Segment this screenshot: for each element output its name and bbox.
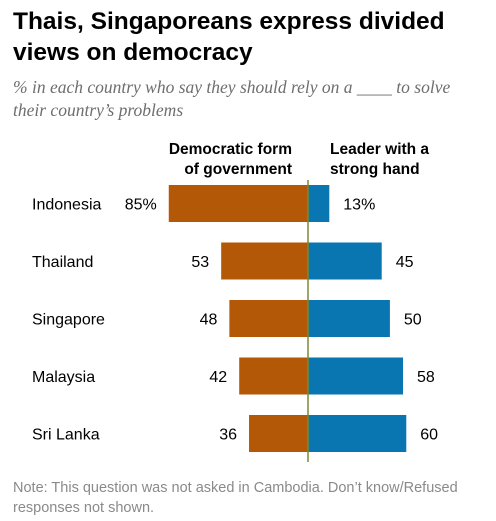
legend-strong-leader-line: strong hand bbox=[330, 161, 420, 178]
legend-strong-leader-line: Leader with a bbox=[330, 141, 429, 158]
value-label-democratic: 53 bbox=[191, 254, 209, 271]
value-label-strong-leader: 60 bbox=[420, 427, 438, 444]
bar-democratic bbox=[229, 300, 308, 337]
category-label: Sri Lanka bbox=[32, 427, 100, 444]
legend-democratic-line: of government bbox=[184, 161, 292, 178]
bar-strong-leader bbox=[308, 242, 382, 280]
value-label-democratic: 36 bbox=[219, 427, 237, 444]
value-label-democratic: 85% bbox=[125, 197, 157, 214]
legend-democratic-line: Democratic form bbox=[169, 141, 292, 158]
chart-subtitle: % in each country who say they should re… bbox=[13, 77, 451, 120]
bar-democratic bbox=[221, 242, 308, 280]
bar-strong-leader bbox=[308, 300, 390, 337]
value-label-strong-leader: 58 bbox=[417, 369, 435, 386]
value-label-strong-leader: 45 bbox=[396, 254, 414, 271]
diverging-bar-chart: Democratic form of government Leader with … bbox=[32, 141, 438, 462]
category-label: Thailand bbox=[32, 254, 93, 271]
category-label: Indonesia bbox=[32, 197, 101, 214]
bar-strong-leader bbox=[308, 415, 407, 452]
chart-title: Thais, Singaporeans express divided view… bbox=[13, 8, 445, 66]
bar-democratic bbox=[168, 185, 308, 222]
chart-note: Note: This question was not asked in Cam… bbox=[13, 480, 458, 516]
bar-strong-leader bbox=[308, 357, 404, 395]
bar-democratic bbox=[239, 357, 308, 395]
value-label-strong-leader: 13% bbox=[343, 197, 375, 214]
bar-democratic bbox=[249, 415, 308, 452]
bar-strong-leader bbox=[308, 185, 330, 222]
value-label-democratic: 42 bbox=[209, 369, 227, 386]
category-label: Singapore bbox=[32, 312, 105, 329]
value-label-strong-leader: 50 bbox=[404, 312, 422, 329]
value-label-democratic: 48 bbox=[200, 312, 218, 329]
category-label: Malaysia bbox=[32, 369, 95, 386]
